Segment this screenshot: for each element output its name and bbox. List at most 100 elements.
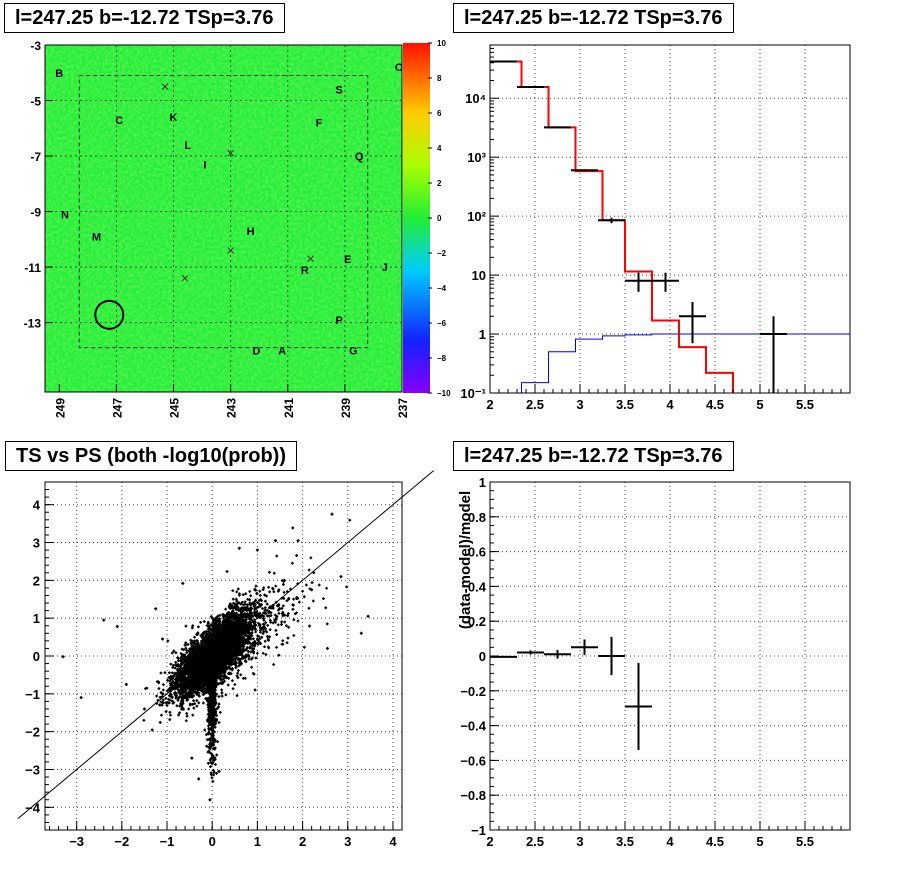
map-x-tick-label: 247: [110, 398, 124, 418]
data-point: [652, 272, 679, 292]
scatter-point: [124, 682, 128, 686]
scatter-point: [115, 624, 119, 628]
spectrum-title: l=247.25 b=-12.72 TSp=3.76: [453, 3, 734, 33]
scatter-y-tick-label: −2: [25, 725, 40, 740]
scatter-plot: [61, 512, 370, 802]
colorbar-tick-label: 4: [437, 144, 442, 153]
residuals-title: l=247.25 b=-12.72 TSp=3.76: [453, 441, 734, 471]
spectrum-x-tick-label: 5.5: [796, 397, 814, 412]
source-label: D: [252, 345, 260, 357]
residuals-y-tick-label: −0.4: [460, 719, 486, 734]
colorbar-tick-label: −10: [437, 389, 451, 398]
scatter-x-tick-label: 1: [254, 834, 261, 849]
spectrum-axes: 2 2.5 3 3.5 4 4.5 5 5.5 10⁻¹ 1 10 10² 10³ 10⁴: [460, 47, 851, 412]
residuals-x-tick-label: 4.5: [706, 834, 724, 849]
source-label: P: [335, 315, 342, 327]
colorbar-tick-label: 6: [437, 109, 442, 118]
residuals-y-tick-label: 0.2: [468, 614, 486, 629]
spectrum-x-tick-label: 2: [486, 397, 493, 412]
residuals-y-tick-label: 1: [479, 475, 486, 490]
scatter-point: [325, 646, 329, 650]
scatter-y-tick-label: 3: [33, 536, 40, 551]
sky-map-texture: [45, 45, 402, 392]
map-y-tick-label: -3: [30, 39, 41, 53]
reference-line-diagonal: [17, 470, 434, 820]
residuals-y-tick-label: 0: [479, 649, 486, 664]
source-label: L: [184, 140, 191, 152]
scatter-y-tick-label: 4: [33, 498, 41, 513]
position-circle: [94, 299, 125, 330]
scatter-x-tick-label: 4: [389, 834, 397, 849]
spectrum-y-tick-label: 1: [479, 327, 486, 342]
map-y-tick-label: -5: [30, 95, 41, 109]
source-label: Q: [355, 151, 364, 163]
residuals-x-tick-label: 3: [576, 834, 583, 849]
source-x-marker: [227, 247, 234, 254]
residuals-y-tick-label: 0.8: [468, 510, 486, 525]
scatter-y-tick-label: 0: [33, 649, 40, 664]
source-label: N: [61, 209, 69, 221]
scatter-point: [339, 575, 343, 579]
source-label: I: [203, 159, 206, 171]
scatter-point: [330, 512, 334, 516]
sky-map-axes: 249 247 245 243 241 239 237 -3 -5 -7 -9 -11 -13 10 8 6 4…: [24, 39, 451, 418]
residuals-y-tick-label: 0.4: [468, 579, 487, 594]
map-x-tick-label: 239: [339, 398, 353, 418]
scatter-point: [197, 777, 201, 781]
spectrum-gridlines: [490, 45, 850, 393]
source-label: K: [170, 112, 178, 124]
source-label: S: [335, 84, 342, 96]
scatter-point: [359, 631, 363, 635]
scatter-y-tick-label: −3: [25, 762, 40, 777]
colorbar-tick-label: −4: [437, 284, 447, 293]
colorbar-tick-label: 2: [437, 179, 442, 188]
spectrum-y-tick-label: 10⁴: [465, 91, 486, 106]
map-y-tick-label: -9: [30, 206, 41, 220]
residuals-x-tick-label: 5.5: [796, 834, 814, 849]
scatter-y-tick-label: 2: [33, 573, 40, 588]
scatter-point: [160, 637, 164, 641]
source-label: G: [349, 345, 358, 357]
scatter-x-tick-label: 3: [344, 834, 351, 849]
scatter-point-cloud: [142, 518, 352, 783]
scatter-point: [217, 769, 221, 773]
source-label: J: [382, 262, 388, 274]
source-label: B: [55, 68, 63, 80]
scatter-point: [154, 607, 158, 611]
scatter-point: [310, 588, 314, 592]
residuals-axes: 2 2.5 3 3.5 4 4.5 5 5.5 1 0.8 0.6 0.4 0.2 0 −0.2 −0.4 −0…: [460, 475, 851, 849]
spectrum-y-tick-label: 10³: [467, 150, 486, 165]
scatter-x-tick-label: −3: [69, 834, 84, 849]
scatter-title: TS vs PS (both -log10(prob)): [5, 441, 297, 471]
map-y-tick-label: -13: [24, 317, 42, 331]
scatter-y-tick-label: 1: [33, 611, 40, 626]
spectrum-x-tick-label: 4.5: [706, 397, 724, 412]
residuals-y-tick-label: 0.6: [468, 545, 486, 560]
colorbar-tick-label: 8: [437, 74, 442, 83]
residuals-y-tick-label: −0.6: [460, 753, 486, 768]
scatter-x-tick-label: −2: [114, 834, 129, 849]
residuals-x-tick-label: 4: [666, 834, 674, 849]
map-y-tick-label: -7: [30, 150, 41, 164]
scatter-axes: −3 −2 −1 0 1 2 3 4 −4 −3 −2 −1 0 1 2 3 4: [25, 489, 397, 849]
source-label: F: [316, 118, 323, 130]
source-label: A: [278, 345, 286, 357]
colorbar-tick-label: −6: [437, 319, 447, 328]
data-point: [679, 301, 706, 344]
sky-map-overlay: B O S C K F L Q I N H M E J R P D A G: [55, 62, 402, 357]
scatter-point: [190, 756, 194, 760]
spectrum-x-tick-label: 3: [576, 397, 583, 412]
residual-point: [490, 655, 517, 658]
residual-point: [571, 639, 598, 656]
data-point: [544, 126, 571, 129]
scatter-point: [102, 618, 106, 622]
scatter-point: [142, 707, 146, 711]
scatter-panel: −3 −2 −1 0 1 2 3 4 −4 −3 −2 −1 0 1 2 3 4: [17, 470, 434, 849]
map-x-tick-label: 245: [168, 398, 182, 418]
source-x-marker: [307, 255, 314, 263]
spectrum-x-tick-label: 4: [666, 397, 674, 412]
spectrum-panel: 2 2.5 3 3.5 4 4.5 5 5.5 10⁻¹ 1 10 10² 10³ 10⁴: [460, 44, 851, 412]
spectrum-y-tick-label: 10: [472, 268, 486, 283]
residuals-plot: [490, 636, 652, 750]
colorbar: [403, 43, 430, 393]
